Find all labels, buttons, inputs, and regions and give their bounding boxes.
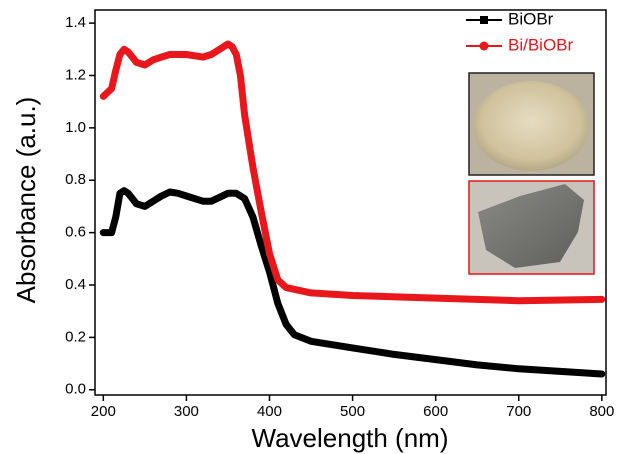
- x-tick-label: 600: [423, 403, 448, 420]
- legend-label: Bi/BiOBr: [508, 35, 574, 54]
- powder-sample: [473, 81, 589, 171]
- series-line: [99, 40, 606, 305]
- legend-marker: [479, 41, 489, 51]
- y-axis-title: Absorbance (a.u.): [11, 97, 41, 304]
- x-tick-label: 500: [340, 403, 365, 420]
- y-tick-label: 1.2: [65, 66, 86, 83]
- y-tick-label: 0.8: [65, 171, 86, 188]
- x-tick-label: 400: [257, 403, 282, 420]
- plot-frame: [94, 9, 607, 396]
- y-tick-label: 1.4: [65, 14, 86, 31]
- y-tick-label: 1.0: [65, 119, 86, 136]
- x-tick-label: 300: [174, 403, 199, 420]
- x-tick-label: 200: [91, 403, 116, 420]
- legend-label: BiOBr: [508, 9, 554, 28]
- legend-marker: [480, 16, 488, 24]
- y-tick-label: 0.0: [65, 381, 86, 398]
- y-tick-label: 0.4: [65, 276, 86, 293]
- series-line: [99, 187, 606, 378]
- x-axis-title: Wavelength (nm): [252, 423, 449, 453]
- y-tick-label: 0.2: [65, 328, 86, 345]
- flake-sample: [478, 184, 584, 268]
- y-tick-label: 0.6: [65, 224, 86, 241]
- x-tick-label: 800: [589, 403, 614, 420]
- x-tick-label: 700: [506, 403, 531, 420]
